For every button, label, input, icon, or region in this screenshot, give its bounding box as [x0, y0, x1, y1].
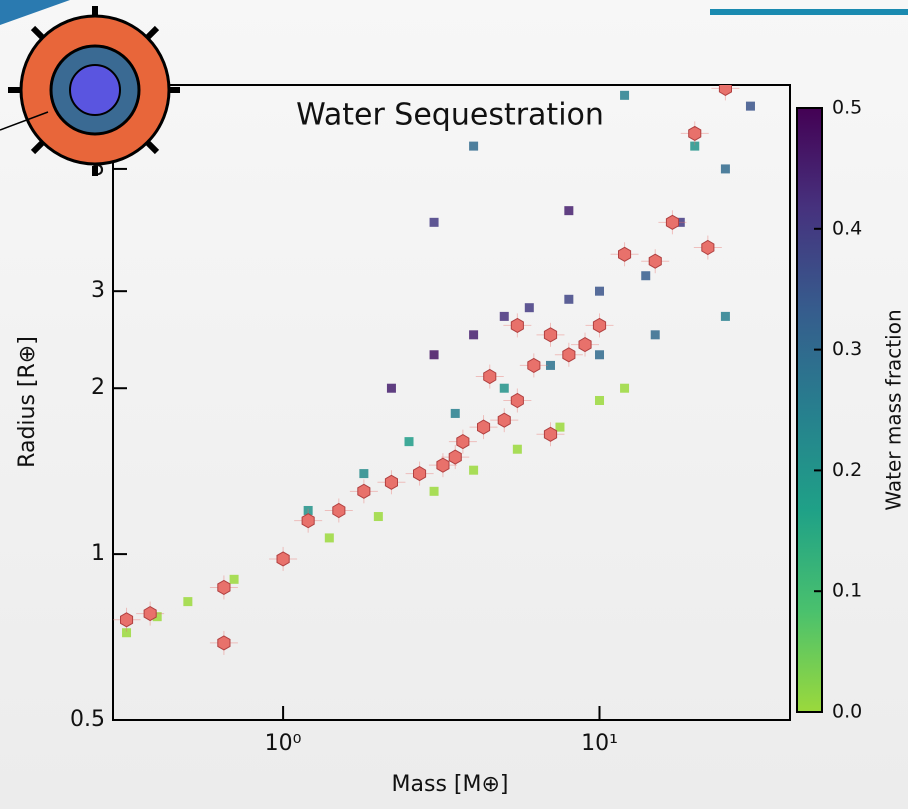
- observed-point: [276, 551, 290, 567]
- decoration: [0, 0, 908, 176]
- marks: [113, 85, 755, 655]
- plot: Water Sequestration Mass [M⊕] Radius [R⊕…: [15, 84, 906, 797]
- observed-point: [143, 606, 157, 622]
- observed-point: [483, 368, 497, 385]
- simulated-point: [555, 422, 565, 432]
- colorbar-tick-label: 0.2: [832, 459, 862, 481]
- simulated-point: [720, 311, 730, 321]
- observed-point: [665, 214, 679, 230]
- simulated-point: [650, 330, 660, 340]
- simulated-point: [386, 383, 396, 393]
- observed-point: [701, 239, 715, 256]
- y-tick-label: 1: [91, 541, 105, 566]
- observed-point: [543, 426, 558, 442]
- simulated-point: [675, 217, 685, 227]
- simulated-point: [229, 574, 239, 584]
- simulated-point: [745, 101, 755, 111]
- simulated-point: [469, 141, 479, 151]
- simulated-point: [512, 444, 522, 454]
- observed-point: [527, 357, 541, 373]
- simulated-point: [690, 141, 700, 151]
- corner-swoosh: [0, 0, 70, 25]
- x-tick-label: 10¹: [581, 731, 618, 756]
- colorbar: [796, 107, 823, 713]
- observed-point: [456, 434, 470, 450]
- simulated-point: [303, 505, 313, 515]
- simulated-point: [620, 90, 630, 100]
- simulated-point: [404, 437, 414, 447]
- simulated-point: [152, 612, 162, 622]
- observed-point: [477, 419, 491, 435]
- plot-frame: [112, 84, 791, 721]
- observed-point: [618, 246, 632, 262]
- observed-point: [332, 502, 346, 519]
- colorbar-label: Water mass fraction: [882, 309, 906, 510]
- simulated-point: [564, 206, 574, 216]
- y-tick-label: 3: [91, 278, 105, 303]
- observed-point: [718, 85, 732, 96]
- simulated-point: [122, 628, 132, 638]
- simulated-point: [720, 164, 730, 174]
- observed-point: [510, 392, 524, 409]
- simulated-point: [595, 350, 605, 360]
- simulated-point: [545, 360, 555, 370]
- simulated-point: [564, 294, 574, 304]
- observed-point: [301, 513, 315, 529]
- simulated-point: [620, 383, 630, 393]
- observed-point: [648, 253, 662, 269]
- simulated-point: [450, 408, 460, 418]
- simulated-point: [429, 217, 439, 227]
- x-axis-label: Mass [M⊕]: [392, 772, 509, 797]
- observed-point: [510, 317, 524, 333]
- colorbar-tick-label: 0.4: [832, 217, 862, 239]
- chart-title: Water Sequestration: [296, 98, 604, 133]
- y-tick-label: 0.5: [70, 707, 105, 732]
- simulated-point: [469, 465, 479, 475]
- observed-point: [384, 474, 398, 490]
- observed-point: [592, 317, 607, 333]
- observed-point: [562, 347, 576, 363]
- colorbar-tick-label: 0.1: [832, 580, 862, 602]
- observed-point: [688, 125, 702, 141]
- simulated-point: [641, 271, 651, 281]
- simulated-point: [499, 311, 509, 321]
- observed-point: [497, 412, 511, 428]
- observed-point: [436, 457, 450, 473]
- simulated-point: [524, 303, 534, 313]
- y-axis-label: Radius [R⊕]: [15, 336, 40, 468]
- observed-point: [357, 483, 371, 499]
- colorbar-tick-label: 0.0: [832, 701, 862, 723]
- observed-point: [448, 449, 462, 465]
- planet-icon: [0, 6, 180, 176]
- observed-point: [543, 327, 558, 343]
- observed-point: [120, 612, 134, 628]
- simulated-point: [595, 395, 605, 405]
- observed-point: [413, 466, 427, 482]
- x-tick-label: 10⁰: [265, 731, 302, 756]
- simulated-point: [373, 512, 383, 522]
- simulated-point: [429, 486, 439, 496]
- observed-point: [578, 337, 592, 353]
- simulated-point: [499, 383, 509, 393]
- simulated-point: [429, 350, 439, 360]
- simulated-point: [359, 469, 369, 479]
- colorbar-tick-label: 0.5: [832, 97, 862, 119]
- y-tick-label: 2: [91, 375, 105, 400]
- observed-point: [217, 579, 231, 595]
- observed-point: [217, 635, 231, 651]
- simulated-point: [324, 533, 334, 543]
- simulated-point: [183, 597, 193, 607]
- simulated-point: [595, 286, 605, 296]
- simulated-point: [469, 330, 479, 340]
- colorbar-tick-label: 0.3: [832, 338, 862, 360]
